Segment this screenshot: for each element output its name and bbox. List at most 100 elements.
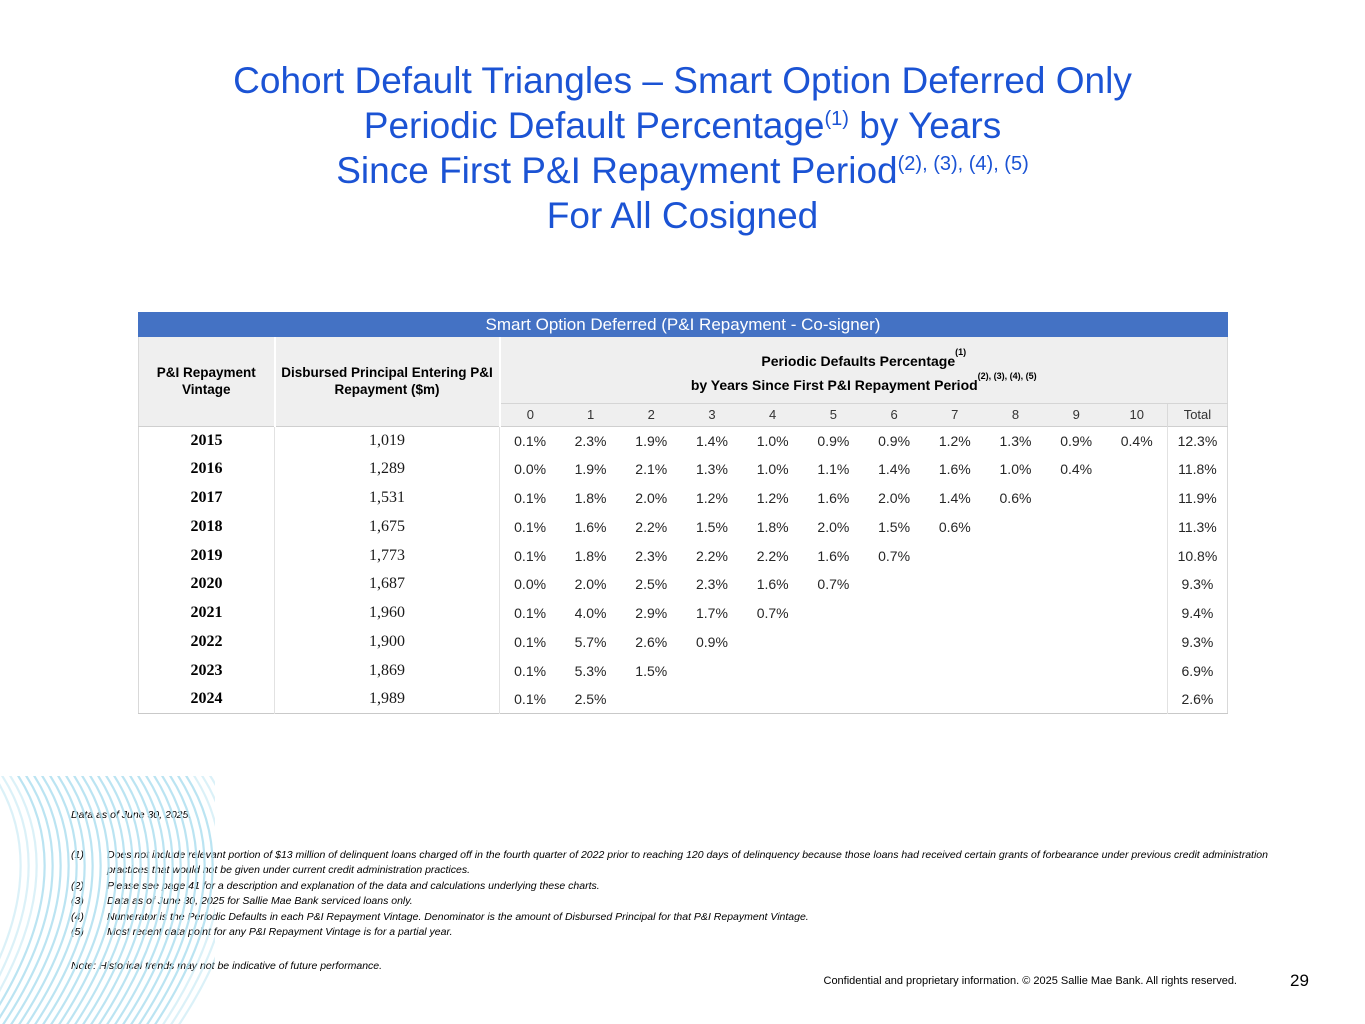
pct-cell-year-9 xyxy=(1045,685,1107,714)
wave-line xyxy=(2,776,62,1024)
pct-cell-year-4: 1.8% xyxy=(742,512,804,542)
pct-cell-year-0: 0.1% xyxy=(499,627,561,657)
pct-cell-year-1: 5.7% xyxy=(560,627,621,657)
vintage-cell: 2024 xyxy=(138,685,275,714)
page-number: 29 xyxy=(1290,971,1309,990)
pct-cell-year-10 xyxy=(1106,483,1168,513)
year-column-header-7: 7 xyxy=(924,402,986,426)
title-line-3: Since First P&I Repayment Period(2), (3)… xyxy=(0,148,1365,193)
footnotes-block: Data as of June 30, 2025. (1) Does not i… xyxy=(71,808,1306,974)
total-cell: 6.9% xyxy=(1166,656,1228,686)
historical-trends-note: Note: Historical trends may not be indic… xyxy=(71,959,383,972)
pct-cell-year-8 xyxy=(985,656,1046,686)
title-line-3-superscript: (2), (3), (4), (5) xyxy=(897,153,1029,175)
table-head: P&I Repayment Vintage Disbursed Principa… xyxy=(138,337,1228,426)
pct-cell-year-10 xyxy=(1106,454,1168,484)
pct-cell-year-1: 2.5% xyxy=(560,685,621,714)
pct-cell-year-5: 1.1% xyxy=(803,454,864,484)
pct-cell-year-1: 1.8% xyxy=(560,483,621,513)
footnote-number: (3) xyxy=(71,895,84,907)
vintage-cell: 2018 xyxy=(138,512,275,542)
table-header-row: P&I Repayment Vintage Disbursed Principa… xyxy=(138,337,1228,426)
vintage-cell: 2016 xyxy=(138,454,275,484)
table-row-2022: 2022 1,900 0.1% 5.7% 2.6% 0.9% 9.3% xyxy=(138,627,1228,657)
total-cell: 9.3% xyxy=(1166,569,1228,599)
pct-cell-year-2: 2.2% xyxy=(620,512,682,542)
year-column-header-9: 9 xyxy=(1045,402,1107,426)
pct-cell-year-3: 1.3% xyxy=(681,454,743,484)
pct-cell-year-2: 2.0% xyxy=(620,483,682,513)
pct-cell-year-5 xyxy=(803,656,864,686)
total-cell: 9.4% xyxy=(1166,598,1228,628)
principal-cell: 1,531 xyxy=(274,483,500,513)
footnote-text: Does not include relevant portion of $13… xyxy=(107,848,1268,877)
total-cell: 9.3% xyxy=(1166,627,1228,657)
table-row-2024: 2024 1,989 0.1% 2.5% 2.6% xyxy=(138,685,1228,714)
pct-cell-year-6: 1.4% xyxy=(863,454,925,484)
principal-cell: 1,960 xyxy=(274,598,500,628)
pct-cell-year-5 xyxy=(803,627,864,657)
pct-cell-year-1: 1.8% xyxy=(560,541,621,570)
footnote-4: (4) Numerator is the Periodic Defaults i… xyxy=(71,910,1306,926)
pct-cell-year-1: 4.0% xyxy=(560,598,621,628)
principal-cell: 1,773 xyxy=(274,541,500,570)
pct-cell-year-1: 5.3% xyxy=(560,656,621,686)
pct-cell-year-7 xyxy=(924,656,986,686)
pct-cell-year-1: 2.3% xyxy=(560,425,621,455)
footnote-1: (1) Does not include relevant portion of… xyxy=(71,848,1306,879)
principal-cell: 1,289 xyxy=(274,454,500,484)
pct-cell-year-9 xyxy=(1045,656,1107,686)
pct-cell-year-0: 0.0% xyxy=(499,454,561,484)
pct-cell-year-5 xyxy=(803,598,864,628)
footnote-text: Numerator is the Periodic Defaults in ea… xyxy=(107,910,809,923)
pct-cell-year-9 xyxy=(1045,541,1107,570)
title-line-4: For All Cosigned xyxy=(546,195,819,236)
data-as-of-text: Data as of June 30, 2025. xyxy=(71,809,192,821)
pct-cell-year-8: 1.3% xyxy=(985,425,1046,455)
pct-cell-year-5: 2.0% xyxy=(803,512,864,542)
principal-cell: 1,869 xyxy=(274,656,500,686)
pct-cell-year-0: 0.1% xyxy=(499,685,561,714)
table-row-2021: 2021 1,960 0.1% 4.0% 2.9% 1.7% 0.7% 9.4% xyxy=(138,598,1228,628)
year-column-header-2: 2 xyxy=(620,402,682,426)
pct-cell-year-9: 0.4% xyxy=(1045,454,1107,484)
footnote-2: (2) Please see page 41 for a description… xyxy=(71,879,1306,895)
pct-cell-year-8 xyxy=(985,598,1046,628)
pct-cell-year-4: 1.0% xyxy=(742,425,804,455)
wave-line xyxy=(18,776,78,1024)
year-column-header-0: 0 xyxy=(499,402,561,426)
year-column-header-3: 3 xyxy=(681,402,743,426)
pct-cell-year-1: 1.9% xyxy=(560,454,621,484)
pct-cell-year-4: 1.2% xyxy=(742,483,804,513)
wave-line xyxy=(10,776,70,1024)
footnote-text: Please see page 41 for a description and… xyxy=(107,879,600,892)
pct-cell-year-7: 1.6% xyxy=(924,454,986,484)
cohort-default-table: Smart Option Deferred (P&I Repayment - C… xyxy=(138,312,1228,715)
pct-cell-year-2 xyxy=(620,685,682,714)
pct-cell-year-7 xyxy=(924,569,986,599)
footnote-number: (1) xyxy=(71,848,84,861)
pct-cell-year-0: 0.0% xyxy=(499,569,561,599)
pct-cell-year-3: 1.7% xyxy=(681,598,743,628)
year-column-header-6: 6 xyxy=(863,402,925,426)
title-line-2: Periodic Default Percentage(1) by Years xyxy=(0,103,1365,148)
pct-cell-year-10 xyxy=(1106,627,1168,657)
wave-line xyxy=(0,776,54,1019)
pct-cell-year-6 xyxy=(863,598,925,628)
pct-cell-year-1: 2.0% xyxy=(560,569,621,599)
vintage-cell: 2023 xyxy=(138,656,275,686)
periodic-header-line-2: by Years Since First P&I Repayment Perio… xyxy=(501,369,1228,393)
pct-cell-year-9: 0.9% xyxy=(1045,425,1107,455)
periodic-header-superscript: (1) xyxy=(955,347,967,358)
pct-cell-year-7 xyxy=(924,685,986,714)
pct-cell-year-10 xyxy=(1106,598,1168,628)
total-cell: 11.3% xyxy=(1166,512,1228,542)
wave-line xyxy=(0,776,30,977)
pct-cell-year-3: 1.5% xyxy=(681,512,743,542)
pct-cell-year-4 xyxy=(742,685,804,714)
pct-cell-year-4 xyxy=(742,627,804,657)
principal-cell: 1,019 xyxy=(274,425,500,455)
footnote-number: (2) xyxy=(71,879,84,892)
pct-cell-year-4: 2.2% xyxy=(742,541,804,570)
